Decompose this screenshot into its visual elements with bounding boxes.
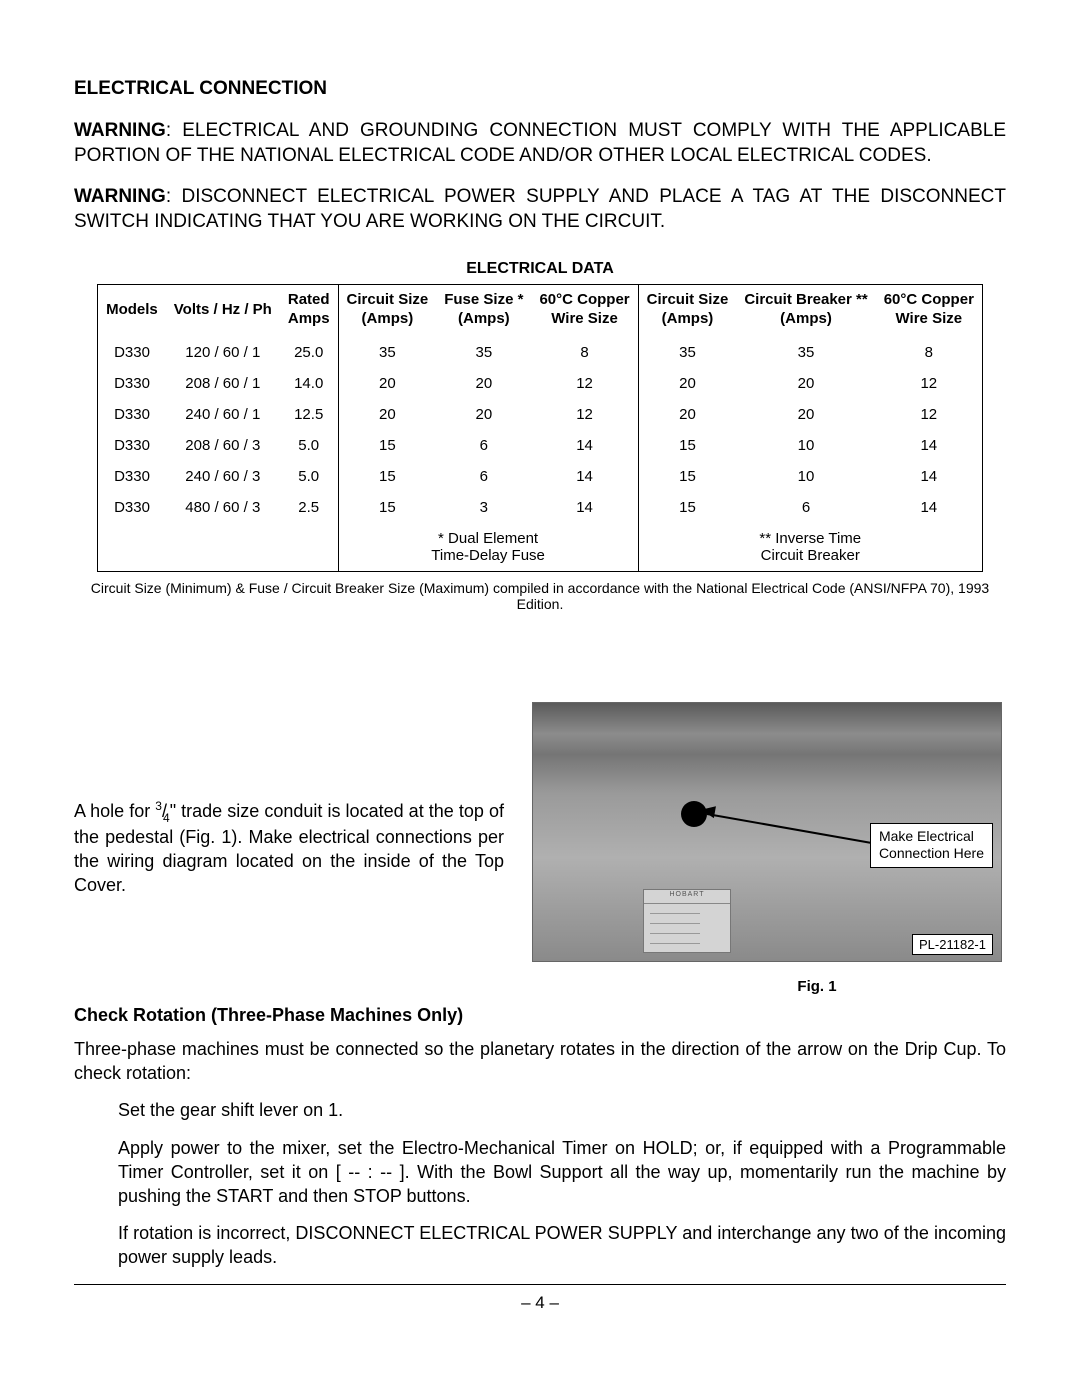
- footnote-row: * Dual ElementTime-Delay Fuse ** Inverse…: [98, 523, 983, 572]
- electrical-data-table: Models Volts / Hz / Ph RatedAmps Circuit…: [97, 284, 983, 572]
- col-wire1: 60°C CopperWire Size: [531, 285, 638, 337]
- image-id-label: PL-21182-1: [912, 934, 993, 955]
- arrow-head-icon: [700, 804, 716, 818]
- col-models: Models: [98, 285, 166, 337]
- table-footnote: Circuit Size (Minimum) & Fuse / Circuit …: [74, 580, 1006, 612]
- page: ELECTRICAL CONNECTION WARNING: ELECTRICA…: [0, 0, 1080, 1397]
- footnote-left: * Dual ElementTime-Delay Fuse: [338, 523, 638, 572]
- figure-caption: Fig. 1: [797, 978, 836, 995]
- table-title: ELECTRICAL DATA: [74, 260, 1006, 278]
- warning-2: WARNING: DISCONNECT ELECTRICAL POWER SUP…: [74, 184, 1006, 234]
- callout-label: Make ElectricalConnection Here: [870, 823, 993, 868]
- paragraph: Three-phase machines must be connected s…: [74, 1038, 1006, 1086]
- warning-label: WARNING: [74, 120, 166, 141]
- table-row: D330 240 / 60 / 3 5.0 15 6 14 15 10 14: [98, 461, 983, 492]
- col-volts: Volts / Hz / Ph: [166, 285, 280, 337]
- warning-text: : ELECTRICAL AND GROUNDING CONNECTION MU…: [74, 120, 1006, 166]
- warning-text: : DISCONNECT ELECTRICAL POWER SUPPLY AND…: [74, 186, 1006, 232]
- table-row: D330 120 / 60 / 1 25.0 35 35 8 35 35 8: [98, 337, 983, 368]
- step-1: Set the gear shift lever on 1.: [118, 1099, 1006, 1123]
- col-cb: Circuit Breaker **(Amps): [736, 285, 875, 337]
- arrow-icon: [707, 813, 883, 846]
- page-number: – 4 –: [74, 1293, 1006, 1313]
- step-3: If rotation is incorrect, DISCONNECT ELE…: [118, 1222, 1006, 1270]
- section-heading: ELECTRICAL CONNECTION: [74, 78, 1006, 100]
- footnote-right: ** Inverse TimeCircuit Breaker: [638, 523, 982, 572]
- figure-paragraph: A hole for 3/4" trade size conduit is lo…: [74, 799, 504, 898]
- col-rated: RatedAmps: [280, 285, 338, 337]
- nameplate-brand: HOBART: [644, 890, 730, 904]
- table-row: D330 240 / 60 / 1 12.5 20 20 12 20 20 12: [98, 399, 983, 430]
- figure-image: Make ElectricalConnection Here HOBART PL…: [532, 702, 1002, 962]
- table-header-row: Models Volts / Hz / Ph RatedAmps Circuit…: [98, 285, 983, 337]
- table-row: D330 208 / 60 / 3 5.0 15 6 14 15 10 14: [98, 430, 983, 461]
- table-body: D330 120 / 60 / 1 25.0 35 35 8 35 35 8 D…: [98, 337, 983, 572]
- table-row: D330 480 / 60 / 3 2.5 15 3 14 15 6 14: [98, 492, 983, 523]
- nameplate-icon: HOBART: [643, 889, 731, 953]
- step-2: Apply power to the mixer, set the Electr…: [118, 1137, 1006, 1208]
- col-fuse: Fuse Size *(Amps): [436, 285, 531, 337]
- warning-label: WARNING: [74, 186, 166, 207]
- col-cs2: Circuit Size(Amps): [638, 285, 736, 337]
- figure-column: Make ElectricalConnection Here HOBART PL…: [532, 702, 1002, 995]
- warning-1: WARNING: ELECTRICAL AND GROUNDING CONNEC…: [74, 118, 1006, 168]
- col-wire2: 60°C CopperWire Size: [876, 285, 983, 337]
- sub-heading: Check Rotation (Three-Phase Machines Onl…: [74, 1005, 1006, 1026]
- col-cs1: Circuit Size(Amps): [338, 285, 436, 337]
- table-row: D330 208 / 60 / 1 14.0 20 20 12 20 20 12: [98, 368, 983, 399]
- divider: [74, 1284, 1006, 1285]
- figure-row: A hole for 3/4" trade size conduit is lo…: [74, 702, 1006, 995]
